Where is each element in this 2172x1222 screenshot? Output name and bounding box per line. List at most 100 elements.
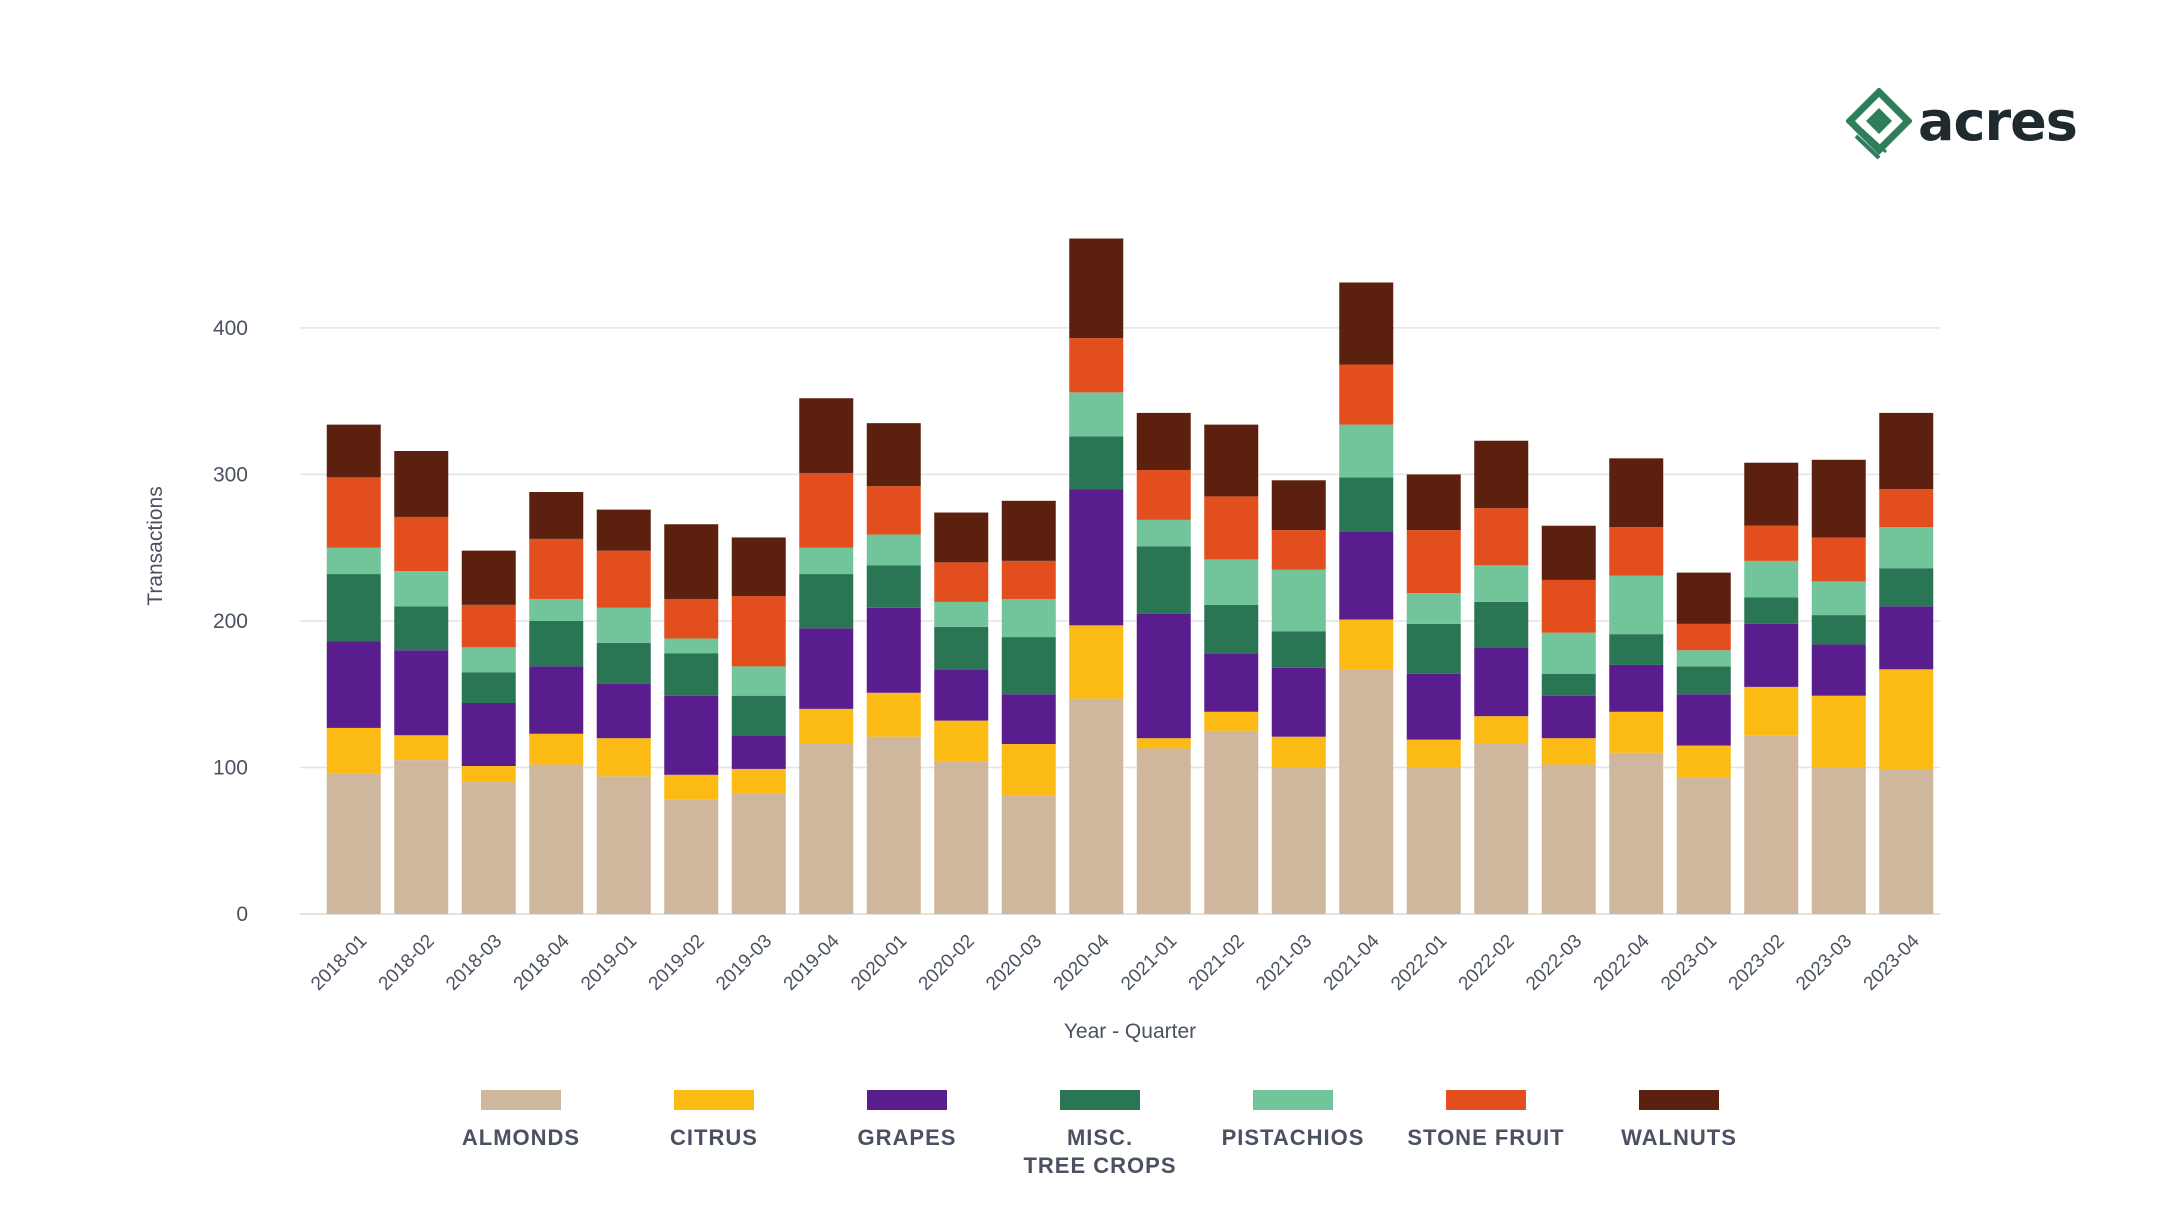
bar-segment-almonds bbox=[529, 764, 584, 914]
bar-segment-walnuts bbox=[461, 550, 516, 605]
bar-segment-citrus bbox=[934, 720, 989, 762]
bar-segment-stone-fruit bbox=[1339, 364, 1394, 425]
bar-segment-pistachios bbox=[731, 666, 786, 696]
bar-segment-stone-fruit bbox=[1744, 525, 1799, 561]
legend-swatch bbox=[674, 1090, 754, 1110]
bar-segment-walnuts bbox=[1744, 462, 1799, 526]
x-tick-label: 2018-02 bbox=[375, 931, 439, 995]
bar-segment-pistachios bbox=[1406, 593, 1461, 624]
legend-label: ALMONDS bbox=[461, 1125, 581, 1150]
bar-segment-citrus bbox=[461, 766, 516, 783]
x-tick-label: 2022-01 bbox=[1387, 931, 1451, 995]
bar-segment-grapes bbox=[1271, 667, 1326, 737]
x-tick-label: 2023-02 bbox=[1725, 931, 1789, 995]
legend-label: MISC. TREE CROPS bbox=[1023, 1125, 1177, 1178]
legend-label: GRAPES bbox=[857, 1125, 957, 1150]
bar-segment-pistachios bbox=[1001, 598, 1056, 638]
legend-swatch bbox=[481, 1090, 561, 1110]
bar-segment-walnuts bbox=[664, 524, 719, 599]
legend-label: CITRUS bbox=[670, 1125, 758, 1150]
bar-segment-grapes bbox=[1879, 606, 1934, 670]
bar-segment-grapes bbox=[394, 650, 449, 736]
x-tick-label: 2018-01 bbox=[307, 931, 371, 995]
bar-segment-grapes bbox=[1001, 694, 1056, 745]
bar-segment-misc-tree-crops bbox=[1001, 637, 1056, 695]
x-tick-label: 2020-04 bbox=[1050, 930, 1114, 994]
legend-item: MISC. TREE CROPS bbox=[1015, 1090, 1185, 1180]
bar-segment-walnuts bbox=[1406, 474, 1461, 531]
bar-segment-walnuts bbox=[326, 424, 381, 478]
acres-logo-icon bbox=[1845, 87, 1913, 160]
bar-segment-misc-tree-crops bbox=[1136, 546, 1191, 614]
bar-segment-grapes bbox=[1136, 613, 1191, 739]
bar-segment-walnuts bbox=[596, 509, 651, 551]
bar-segment-walnuts bbox=[1339, 282, 1394, 365]
bar-segment-pistachios bbox=[1609, 575, 1664, 635]
x-axis-label: Year - Quarter bbox=[1064, 1020, 1196, 1043]
bar-segment-stone-fruit bbox=[731, 596, 786, 667]
bar-segment-citrus bbox=[1339, 619, 1394, 670]
bar-segment-pistachios bbox=[664, 638, 719, 654]
bar-segment-almonds bbox=[1811, 767, 1866, 914]
bar-segment-walnuts bbox=[934, 512, 989, 563]
bar-segment-pistachios bbox=[1676, 650, 1731, 667]
bar-segment-almonds bbox=[1001, 795, 1056, 914]
bar-segment-grapes bbox=[664, 695, 719, 775]
bar-segment-walnuts bbox=[394, 450, 449, 517]
bar-segment-citrus bbox=[799, 708, 854, 745]
bar-segment-citrus bbox=[1541, 738, 1596, 765]
bar-segment-grapes bbox=[866, 607, 921, 693]
bar-segment-pistachios bbox=[596, 607, 651, 643]
bar-segment-misc-tree-crops bbox=[461, 672, 516, 704]
bar-segment-grapes bbox=[596, 683, 651, 739]
y-tick-label: 300 bbox=[213, 463, 248, 486]
legend-item: STONE FRUIT bbox=[1401, 1090, 1571, 1152]
bar-segment-misc-tree-crops bbox=[866, 565, 921, 608]
bar-segment-grapes bbox=[1406, 673, 1461, 740]
bar-segment-stone-fruit bbox=[799, 472, 854, 548]
x-tick-label: 2019-04 bbox=[780, 930, 844, 994]
bar-segment-citrus bbox=[596, 738, 651, 777]
bar-segment-citrus bbox=[1811, 695, 1866, 768]
bar-segment-pistachios bbox=[1474, 565, 1529, 602]
x-tick-label: 2019-02 bbox=[645, 931, 709, 995]
bar-segment-stone-fruit bbox=[1811, 537, 1866, 582]
bar-segment-pistachios bbox=[1879, 527, 1934, 569]
bar-segment-stone-fruit bbox=[1204, 496, 1259, 560]
bar-segment-walnuts bbox=[1541, 525, 1596, 580]
bar-segment-stone-fruit bbox=[1069, 338, 1124, 393]
y-axis-ticks: 0 100 200 300 400 bbox=[213, 317, 248, 926]
bar-segment-stone-fruit bbox=[1541, 579, 1596, 633]
bar-segment-almonds bbox=[1541, 764, 1596, 914]
bar-segment-walnuts bbox=[529, 492, 584, 539]
bar-segment-misc-tree-crops bbox=[596, 642, 651, 684]
legend-swatch bbox=[1446, 1090, 1526, 1110]
bar-segment-grapes bbox=[1339, 531, 1394, 620]
bar-segment-pistachios bbox=[1069, 392, 1124, 437]
bar-segment-misc-tree-crops bbox=[1474, 601, 1529, 648]
bar-segment-misc-tree-crops bbox=[1744, 597, 1799, 624]
bar-segment-almonds bbox=[1406, 767, 1461, 914]
bar-segment-grapes bbox=[1744, 623, 1799, 687]
bar-segment-pistachios bbox=[1339, 424, 1394, 478]
bar-segment-walnuts bbox=[1811, 459, 1866, 538]
bar-segment-citrus bbox=[529, 733, 584, 765]
bar-segment-citrus bbox=[326, 727, 381, 774]
bar-segment-stone-fruit bbox=[1001, 560, 1056, 599]
x-tick-label: 2020-01 bbox=[847, 931, 911, 995]
legend-item: WALNUTS bbox=[1594, 1090, 1764, 1152]
bar-segment-misc-tree-crops bbox=[1609, 634, 1664, 665]
bar-segment-stone-fruit bbox=[461, 604, 516, 648]
y-tick-label: 200 bbox=[213, 610, 248, 633]
bar-segment-grapes bbox=[461, 703, 516, 767]
bar-segment-walnuts bbox=[1676, 572, 1731, 624]
bar-segment-walnuts bbox=[1204, 424, 1259, 497]
bar-segment-almonds bbox=[394, 760, 449, 914]
bar-segment-stone-fruit bbox=[596, 550, 651, 608]
bar-segment-stone-fruit bbox=[326, 477, 381, 548]
legend-item: GRAPES bbox=[822, 1090, 992, 1152]
bar-segment-misc-tree-crops bbox=[1879, 568, 1934, 607]
bar-segment-pistachios bbox=[326, 547, 381, 575]
x-tick-label: 2022-03 bbox=[1522, 931, 1586, 995]
